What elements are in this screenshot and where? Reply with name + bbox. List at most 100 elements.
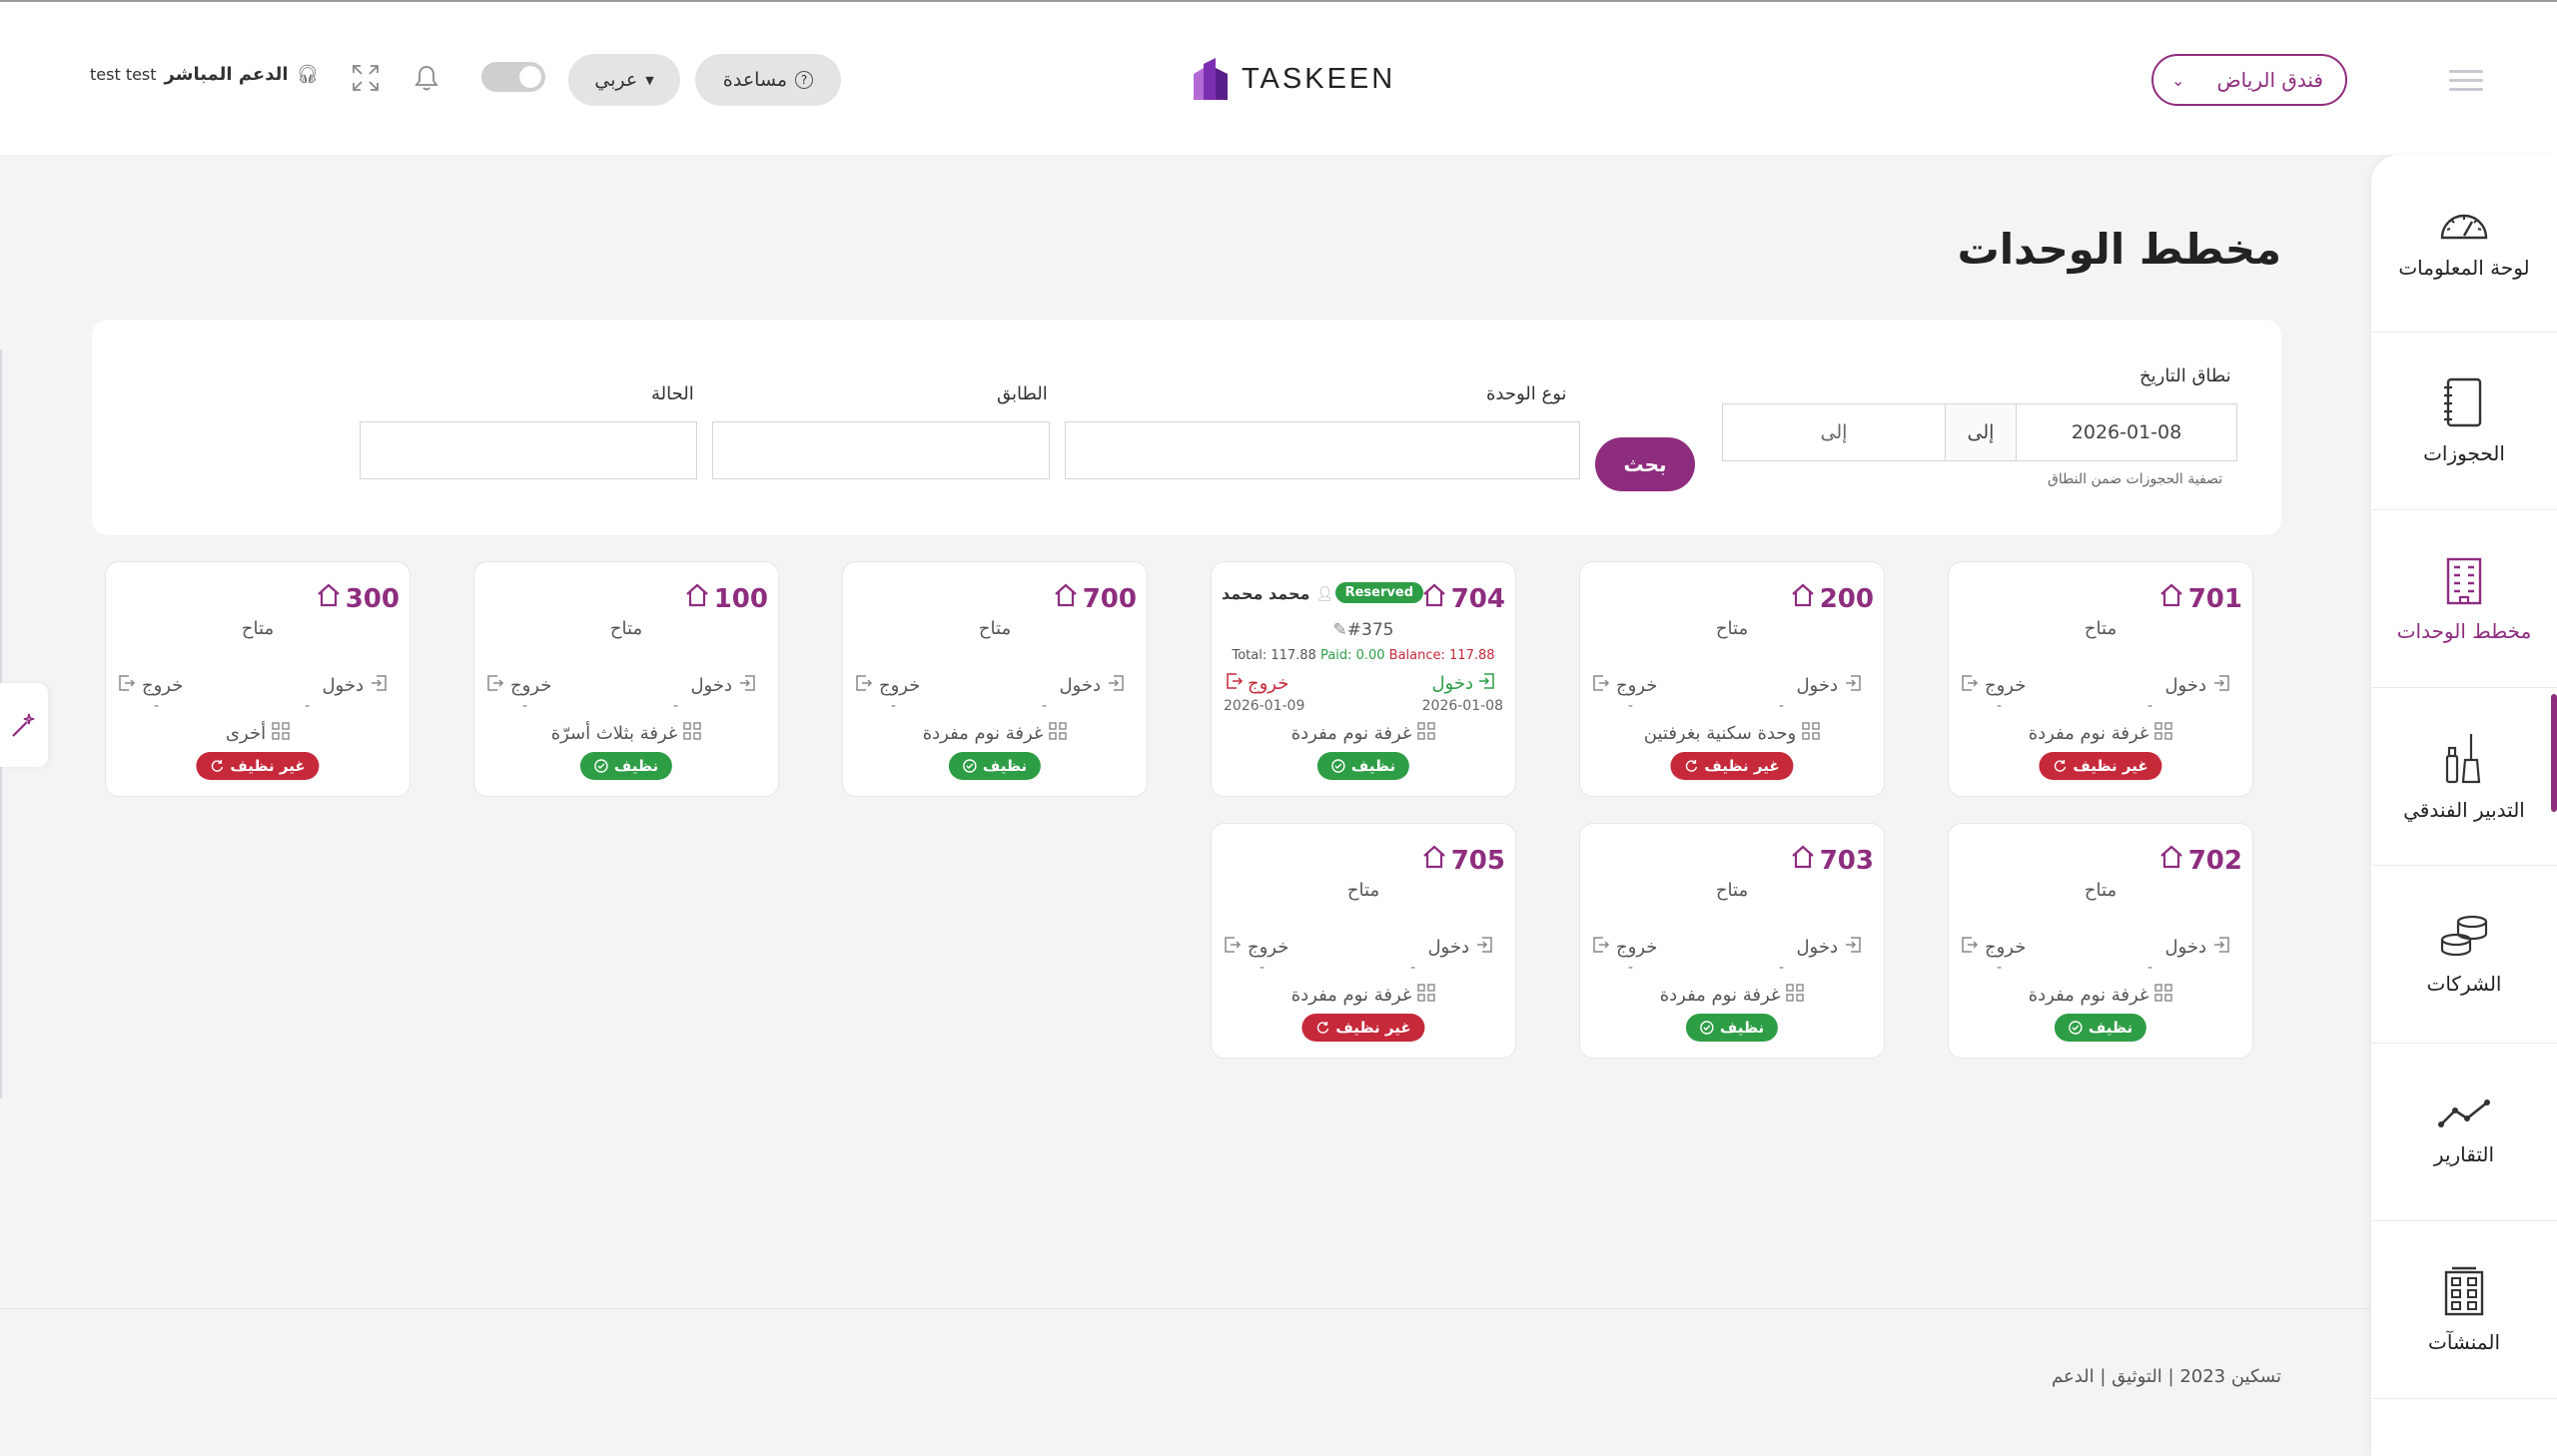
date-range-label: نطاق التاريخ — [2139, 365, 2231, 386]
language-select[interactable]: عربي ▼ — [568, 54, 680, 106]
fullscreen-icon[interactable] — [352, 64, 380, 92]
user-name: test test — [90, 65, 157, 84]
unit-type-text: غرفة نوم مفردة — [2028, 985, 2149, 1006]
cleaning-status-text: نظيف — [2088, 1019, 2133, 1037]
refresh-icon — [2053, 759, 2067, 773]
unit-number: 705 — [1421, 844, 1505, 877]
floor-label: الطابق — [997, 383, 1048, 404]
unit-card[interactable]: 704 Reserved محمد محمد 👤︎ ✎#375 Total: 117.88… — [1211, 561, 1516, 797]
cleaning-status-badge[interactable]: نظيف — [579, 752, 673, 780]
sidebar-item-reservations[interactable]: الحجوزات — [2371, 333, 2557, 510]
sidebar-item-housekeeping[interactable]: التدبير الفندقي — [2371, 688, 2557, 866]
availability-status: متاح — [241, 618, 275, 639]
unit-type-text: وحدة سكنية بغرفتين — [1643, 723, 1797, 744]
hotel-select[interactable]: فندق الرياض ⌄ — [2151, 54, 2347, 106]
cleaning-status-badge[interactable]: نظيف — [948, 752, 1042, 780]
cleaning-status-badge[interactable]: نظيف — [1316, 752, 1410, 780]
sidebar-label: التقارير — [2433, 1141, 2495, 1166]
check-in: دخول — [690, 674, 756, 697]
availability-status: متاح — [609, 618, 643, 639]
unit-card[interactable]: 700 متاح دخول خروج - - غرفة نوم مفردة نظيف — [842, 561, 1148, 797]
unit-type: غرفة نوم مفردة — [1949, 722, 2252, 745]
grid-icon — [2154, 984, 2173, 1007]
theme-toggle[interactable] — [481, 62, 545, 92]
house-icon — [2158, 844, 2184, 877]
date-from-value: 2026-01-08 — [2071, 421, 2182, 443]
status-select[interactable] — [360, 421, 697, 479]
headset-icon: 🎧︎ — [296, 64, 320, 85]
date-to-separator: إلى — [1945, 403, 2017, 461]
unit-type: غرفة نوم مفردة — [1949, 984, 2252, 1007]
check-out-date: - — [522, 698, 528, 714]
unit-number: 200 — [1790, 582, 1874, 615]
sidebar-item-companies[interactable]: الشركات — [2371, 866, 2557, 1044]
grid-icon — [1417, 722, 1436, 745]
check-out-label: خروج — [1616, 937, 1658, 958]
house-icon — [684, 582, 710, 615]
unit-card[interactable]: 702 متاح دخول خروج - - غرفة نوم مفردة نظيف — [1948, 823, 2253, 1059]
check-in-label: دخول — [1796, 675, 1838, 696]
logo: TASKEEN — [1192, 58, 1395, 100]
unit-card[interactable]: 300 متاح دخول خروج - - أخرى غير نظيف — [105, 561, 411, 797]
check-circle-icon — [1331, 759, 1345, 773]
check-in: دخول — [1427, 936, 1493, 959]
house-icon — [1790, 582, 1816, 615]
cleaning-status-badge[interactable]: غير نظيف — [1670, 752, 1794, 780]
cleaning-status-badge[interactable]: غير نظيف — [196, 752, 320, 780]
customizer-button[interactable] — [0, 683, 48, 767]
cleaning-status-badge[interactable]: نظيف — [1685, 1014, 1779, 1042]
cleaning-status-badge[interactable]: غير نظيف — [1301, 1014, 1425, 1042]
unit-card[interactable]: 701 متاح دخول خروج - - غرفة نوم مفردة غير نظيف — [1948, 561, 2253, 797]
unit-card[interactable]: 200 متاح دخول خروج - - وحدة سكنية بغرفتين غير ن… — [1579, 561, 1885, 797]
live-support[interactable]: 🎧︎ الدعم المباشر test test — [90, 64, 319, 85]
check-out-date: - — [154, 698, 160, 714]
sidebar-label: الحجوزات — [2423, 440, 2505, 465]
sidebar-item-reports[interactable]: التقارير — [2371, 1044, 2557, 1221]
check-in: دخول — [2164, 674, 2230, 697]
cleaning-status-text: غير نظيف — [2073, 757, 2148, 775]
unit-type-text: غرفة بثلاث أسرّة — [550, 723, 678, 744]
cleaning-status-badge[interactable]: نظيف — [2054, 1014, 2147, 1042]
check-in: دخول — [322, 674, 388, 697]
check-out: خروج — [1224, 936, 1288, 959]
grid-icon — [1417, 984, 1436, 1007]
help-button[interactable]: مساعدة ? — [695, 54, 841, 106]
check-in-label: دخول — [2164, 675, 2206, 696]
availability-status: متاح — [2084, 618, 2118, 639]
unit-type-select[interactable] — [1065, 421, 1580, 479]
floor-select[interactable] — [712, 421, 1050, 479]
unit-number: 704 — [1421, 582, 1505, 615]
unit-type: غرفة بثلاث أسرّة — [474, 722, 778, 745]
check-circle-icon — [2069, 1021, 2083, 1035]
check-out-icon — [1226, 672, 1244, 695]
check-in-icon — [1844, 936, 1862, 959]
facility-icon — [2444, 1266, 2484, 1315]
menu-toggle-icon[interactable] — [2449, 70, 2483, 94]
house-icon — [1790, 844, 1816, 877]
unit-card[interactable]: 705 متاح دخول خروج - - غرفة نوم مفردة غير نظيف — [1211, 823, 1516, 1059]
check-out-icon — [1224, 936, 1242, 959]
booking-financials: Total: 117.88 Paid: 0.00 Balance: 117.88 — [1212, 648, 1515, 663]
sidebar-item-units-plan[interactable]: مخطط الوحدات — [2371, 510, 2557, 688]
house-icon — [1421, 582, 1447, 615]
check-out: خروج — [855, 674, 920, 697]
booking-number: #375 — [1346, 620, 1394, 640]
unit-card[interactable]: 703 متاح دخول خروج - - غرفة نوم مفردة نظيف — [1579, 823, 1885, 1059]
grid-icon — [683, 722, 702, 745]
check-in-label: دخول — [1796, 937, 1838, 958]
booking-ref[interactable]: ✎#375 — [1212, 620, 1515, 640]
date-from-input[interactable]: 2026-01-08 — [2016, 403, 2237, 461]
guest-name: محمد محمد 👤︎ — [1222, 584, 1333, 603]
cleaning-status-badge[interactable]: غير نظيف — [2039, 752, 2162, 780]
bell-icon[interactable] — [414, 64, 439, 92]
unit-number: 701 — [2158, 582, 2242, 615]
sidebar-item-facilities[interactable]: المنشآت — [2371, 1221, 2557, 1399]
logo-text: TASKEEN — [1242, 62, 1396, 95]
check-in-label: دخول — [1431, 673, 1473, 694]
date-to-input[interactable]: إلى — [1722, 403, 1946, 461]
refresh-icon — [1684, 759, 1698, 773]
unit-card[interactable]: 100 متاح دخول خروج - - غرفة بثلاث أسرّة نظيف — [473, 561, 779, 797]
search-button[interactable]: بحث — [1595, 437, 1695, 491]
notebook-icon — [2444, 377, 2482, 426]
sidebar-item-dashboard[interactable]: لوحة المعلومات — [2371, 155, 2557, 333]
